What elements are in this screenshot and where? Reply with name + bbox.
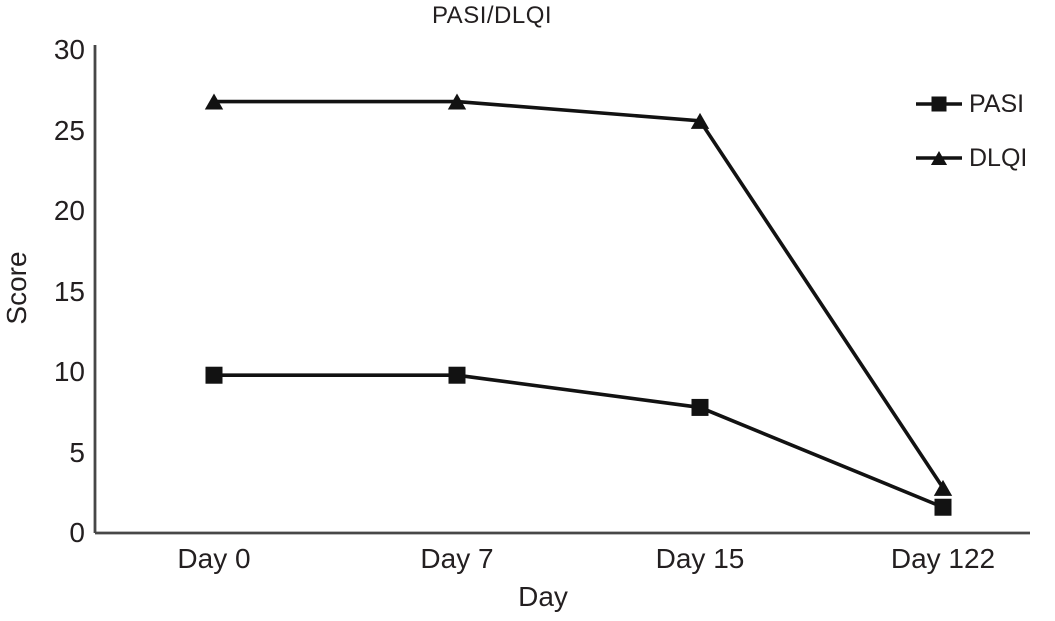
y-tick-label: 5	[69, 436, 85, 468]
y-tick-label: 10	[53, 356, 85, 387]
y-tick-label: 30	[53, 34, 85, 65]
y-tick-label: 0	[69, 517, 85, 548]
y-tick-label: 20	[53, 195, 85, 226]
x-tick-label: Day 7	[420, 543, 494, 574]
chart-title: PASI/DLQI	[431, 2, 553, 29]
pasi-marker-0	[205, 366, 223, 384]
legend-item-dlqi: DLQI	[916, 131, 1027, 185]
x-axis-label: Day	[518, 581, 568, 612]
legend: PASI DLQI	[916, 77, 1027, 185]
y-tick-label: 15	[53, 275, 85, 307]
dlqi-marker-2	[690, 112, 710, 129]
dlqi-marker-0	[204, 93, 224, 110]
series-line-pasi	[214, 373, 944, 509]
pasi-marker-2	[691, 398, 709, 416]
x-tick-label: Day 0	[177, 543, 251, 574]
triangle-marker-icon	[916, 150, 962, 166]
y-tick-label: 25	[53, 114, 85, 146]
legend-label: DLQI	[969, 143, 1028, 172]
square-glyph	[931, 96, 947, 112]
x-tick-label: Day 15	[655, 543, 745, 574]
legend-item-pasi: PASI	[916, 77, 1027, 131]
pasi-marker-3	[934, 498, 952, 516]
x-tick-label: Day 122	[890, 543, 996, 574]
series-line-dlqi	[214, 99, 945, 489]
legend-label: PASI	[969, 89, 1025, 118]
dlqi-marker-1	[447, 93, 467, 110]
pasi-marker-1	[448, 366, 466, 384]
triangle-glyph	[930, 150, 948, 166]
square-marker-icon	[916, 96, 962, 112]
dlqi-marker-3	[933, 479, 953, 496]
